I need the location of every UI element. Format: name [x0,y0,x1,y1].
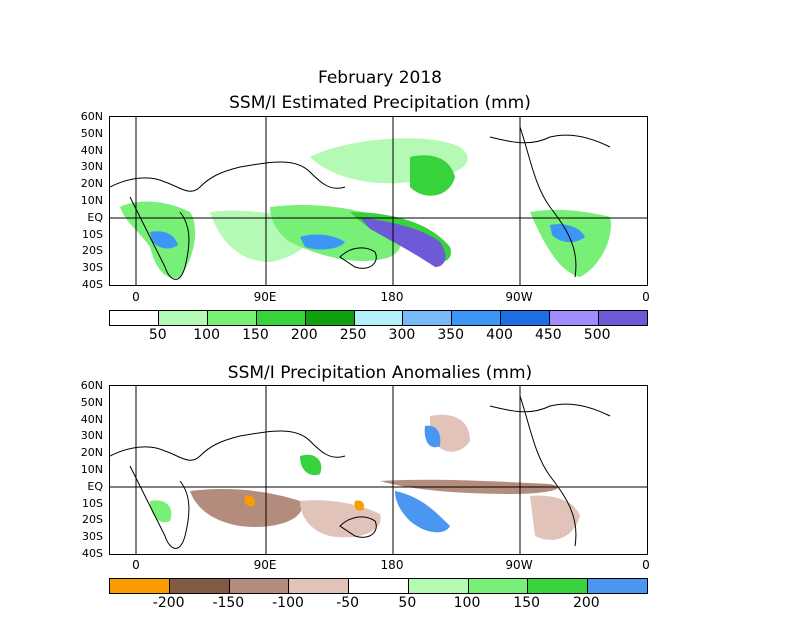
anomaly-legend-label: 100 [453,595,481,611]
precip-lat-label: 10S [82,227,103,241]
anomaly-lat-label: 40N [80,412,103,426]
anomaly-color-bar [109,578,648,594]
anomaly-lat-label: 30S [82,530,103,544]
anomaly-lat-label: 10S [82,496,103,510]
anomaly-legend-label: 150 [513,595,541,611]
precip-legend-swatch [207,311,257,325]
anomaly-lat-label: 20S [82,513,103,527]
anomaly-lon-label: 90W [505,558,533,572]
anomaly-wet-north-pacific [424,425,441,448]
anomaly-shading [150,414,580,540]
anomaly-dry-indian-ocean [190,489,302,527]
anomaly-legend-swatch [528,579,589,593]
precip-lon-label: 180 [380,290,404,304]
anomaly-lat-label: EQ [87,479,103,493]
anomaly-legend-label: 50 [398,595,417,611]
precip-legend-label: 400 [486,327,513,343]
precip-shading [120,138,611,278]
map-title-date: February 2018 [318,68,442,88]
precip-lat-label: 60N [80,110,103,123]
precip-lon-label: 90E [253,290,277,304]
anomaly-legend-swatch [588,579,648,593]
anomaly-legend-swatch [468,579,529,593]
precip-legend-swatch [452,311,502,325]
precip-color-bar [109,310,648,326]
anomaly-legend-swatch [110,579,170,593]
anomaly-lat-label: 30N [80,429,103,443]
precip-lat-label: 20N [80,177,103,191]
anomaly-peak-dry-2 [354,500,365,511]
anomaly-legend-swatch [169,579,230,593]
precip-lat-label: 40S [82,278,103,291]
precip-legend-swatch [158,311,208,325]
anomaly-wet-maritime [300,454,322,476]
precip-band-spcz [360,217,446,267]
precip-coastlines [110,126,611,280]
anomaly-map-svg [110,386,647,554]
anomaly-lat-label: 20N [80,446,103,460]
anomaly-lat-label: 50N [80,395,103,409]
anomaly-legend-label: 200 [572,595,600,611]
precip-gridlines [110,117,647,285]
precip-lat-label: 50N [80,126,103,140]
precip-legend-swatch [110,311,159,325]
precip-legend-label: 350 [437,327,465,343]
anomaly-legend-label: -200 [152,595,185,611]
precip-lon-label: 0 [642,290,650,304]
precip-legend-swatch [403,311,453,325]
anomaly-legend-label: -150 [212,595,245,611]
precip-lon-label: 90W [505,290,533,304]
precip-legend-swatch [305,311,355,325]
anomaly-coastlines [110,395,611,549]
anomaly-lon-label: 0 [642,558,650,572]
precip-legend-label: 500 [583,327,611,343]
precip-legend-swatch [550,311,600,325]
anomaly-lat-label: 60N [80,379,103,392]
precip-legend-label: 250 [339,327,367,343]
map-title-precip: SSM/I Estimated Precipitation (mm) [229,93,531,113]
precip-legend-label: 450 [534,327,562,343]
anomaly-gridlines [110,386,647,554]
anomaly-legend-label: -50 [336,595,360,611]
anomaly-map-panel [109,385,648,555]
anomaly-map-title: SSM/I Precipitation Anomalies (mm) [227,363,533,383]
precip-legend-swatch [599,311,647,325]
anomaly-legend-swatch [349,579,409,593]
precip-lat-label: EQ [87,210,103,224]
precip-region-south-america [530,209,611,277]
precip-lat-label: 10N [80,194,103,207]
precip-legend-label: 100 [193,327,220,343]
anomaly-lat-label: 10N [80,463,103,476]
precip-legend-label: 300 [388,327,416,343]
anomaly-lon-label: 0 [132,558,140,572]
anomaly-lat-label: 40S [82,547,103,560]
precip-lat-label: 20S [82,244,103,258]
anomaly-dry-south-america [530,495,580,540]
precip-map-svg [110,117,647,285]
anomaly-legend-swatch [289,579,350,593]
precip-legend-swatch [256,311,306,325]
anomaly-peak-dry-1 [244,495,255,507]
precip-legend-label: 150 [242,327,269,343]
anomaly-lon-label: 90E [253,558,277,572]
anomaly-lon-label: 180 [380,558,404,572]
precip-legend-label: 200 [290,327,318,343]
precip-lat-label: 40N [80,143,103,157]
precip-legend-swatch [354,311,404,325]
precip-region-pacific-east [410,155,455,196]
anomaly-dry-australia [300,500,381,538]
anomaly-legend-swatch [408,579,469,593]
anomaly-wet-pacific [395,491,450,533]
precip-lon-label: 0 [132,290,140,304]
precip-legend-swatch [501,311,551,325]
precip-map-panel [109,116,648,286]
anomaly-legend-label: -100 [272,595,304,611]
precip-lat-label: 30S [82,261,103,275]
precip-band-maritime [300,234,345,250]
precip-lat-label: 30N [80,160,103,174]
precip-band-africa [150,231,178,249]
precip-legend-label: 50 [148,327,167,343]
anomaly-legend-swatch [229,579,290,593]
